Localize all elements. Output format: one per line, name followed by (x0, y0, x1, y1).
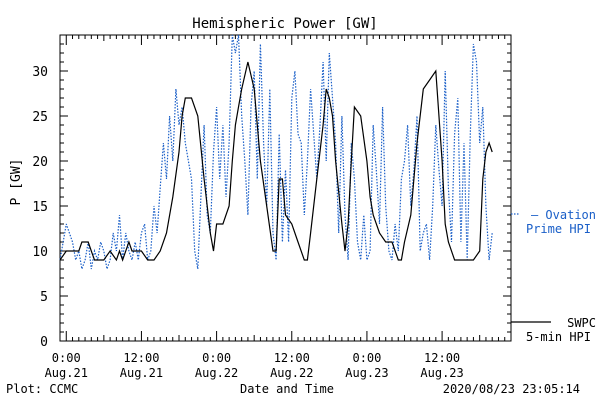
y-tick-label: 10 (32, 245, 48, 260)
y-tick-label: 30 (32, 65, 48, 80)
y-tick-label: 25 (32, 110, 48, 125)
y-axis-ticks: 0 5 10 15 20 25 30 (32, 34, 511, 350)
x-axis-label: Date and Time (240, 382, 334, 396)
y-axis-label: P [GW] (9, 159, 24, 206)
x-tick-time-label: 12:00 (274, 351, 310, 365)
x-tick-date-label: Aug.22 (270, 366, 313, 380)
legend-label: SWPC (567, 316, 596, 330)
y-tick-label: 5 (40, 290, 48, 305)
y-tick-label: 15 (32, 200, 48, 215)
x-tick-time-label: 0:00 (352, 351, 381, 365)
y-tick-label: 0 (40, 335, 48, 350)
swpc-series-line (59, 61, 493, 262)
data-series (59, 34, 493, 272)
legend-label: — Ovation (531, 208, 596, 222)
x-tick-date-label: Aug.21 (45, 366, 88, 380)
x-tick-time-label: 12:00 (123, 351, 159, 365)
legend-label-line2: 5-min HPI (526, 330, 591, 344)
x-tick-time-label: 0:00 (202, 351, 231, 365)
x-tick-date-label: Aug.21 (120, 366, 163, 380)
legend-label-line2: Prime HPI (526, 222, 591, 236)
ovation-series-line (59, 34, 493, 272)
x-tick-time-label: 12:00 (424, 351, 460, 365)
x-tick-date-label: Aug.23 (345, 366, 388, 380)
x-axis-ticks: 0:00Aug.2112:00Aug.210:00Aug.2212:00Aug.… (45, 35, 512, 380)
plot-credit: Plot: CCMC (6, 382, 78, 396)
x-tick-time-label: 0:00 (52, 351, 81, 365)
x-tick-date-label: Aug.22 (195, 366, 238, 380)
y-tick-label: 20 (32, 155, 48, 170)
x-tick-date-label: Aug.23 (420, 366, 463, 380)
plot-timestamp: 2020/08/23 23:05:14 (443, 382, 580, 396)
chart-title: Hemispheric Power [GW] (192, 16, 377, 32)
